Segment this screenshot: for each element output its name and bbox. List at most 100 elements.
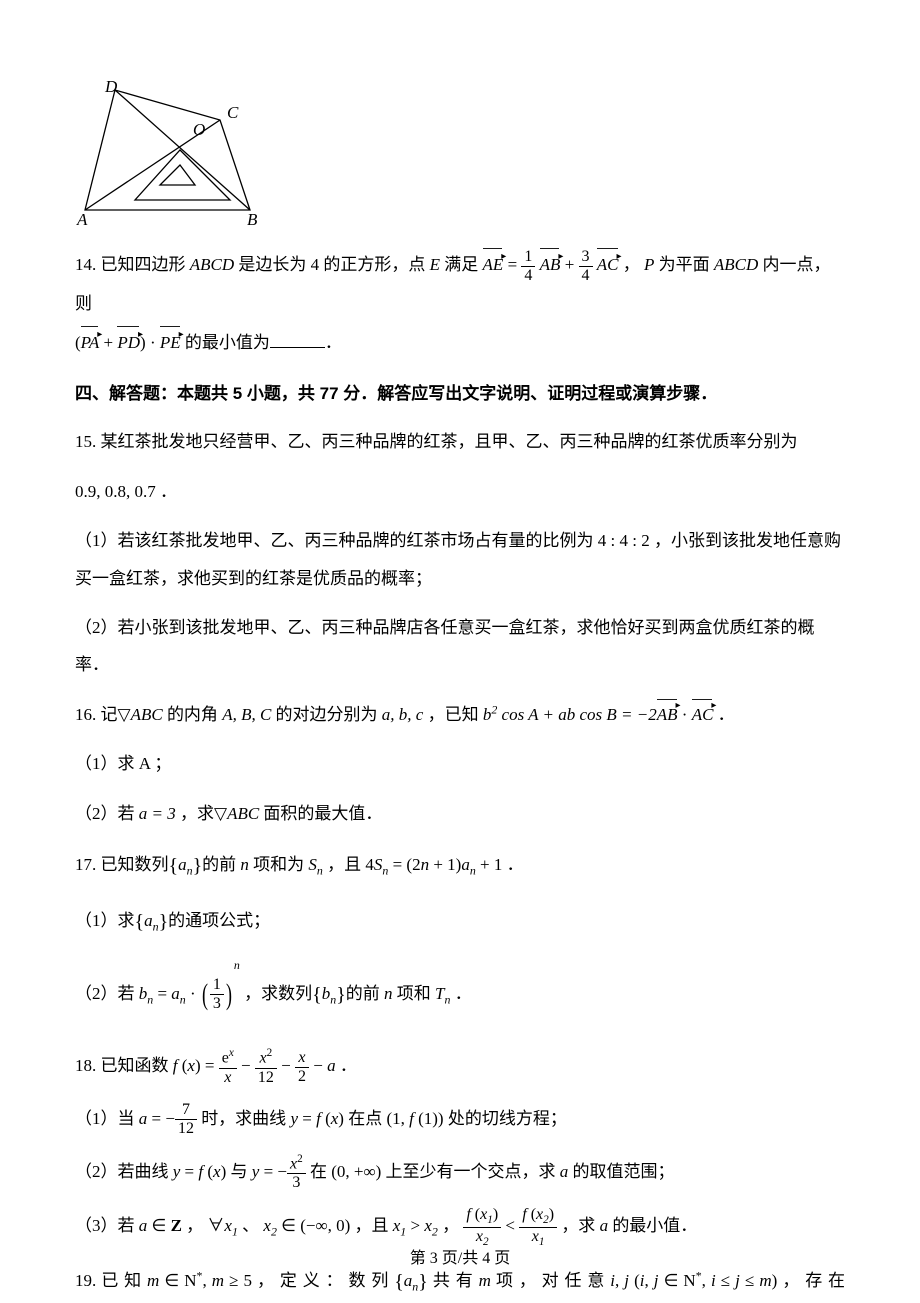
q16-a3: a = 3: [139, 804, 176, 823]
blank-answer: [270, 331, 325, 348]
question-16: 16. 记▽ABC 的内角 A, B, C 的对边分别为 a, b, c ，已知…: [75, 696, 845, 832]
q17-nv2: n: [384, 984, 393, 1003]
q17-S: S: [308, 855, 317, 874]
frac-3-4: 34: [579, 249, 593, 284]
frac-7-12: 712: [175, 1102, 197, 1137]
q18-int: (0, +∞): [331, 1162, 381, 1181]
section-4-header: 四、解答题：本题共 5 小题，共 77 分．解答应写出文字说明、证明过程或演算步…: [75, 380, 845, 407]
q17-nv: n: [240, 855, 249, 874]
q14-t3: 满足: [440, 255, 483, 274]
q16-t2: 的内角: [163, 705, 223, 724]
q14-t4: 为平面: [654, 255, 714, 274]
q14-abcd2: ABCD: [714, 255, 758, 274]
q14-period: ．: [325, 333, 342, 352]
frac-1-4: 14: [521, 249, 535, 284]
frac-x2-12: x212: [255, 1048, 277, 1085]
frac-1-3: 13: [210, 977, 224, 1012]
frac-fx1: f (x1)x2: [463, 1207, 501, 1249]
q14-t6: 的最小值为: [181, 333, 270, 352]
q17-eq3: + 1 ．: [476, 855, 524, 874]
q14-dot: ·: [146, 333, 160, 352]
q19-number: 19.: [75, 1270, 101, 1289]
q17-a4: a: [171, 984, 180, 1003]
q16-p2c: 面积的最大值．: [259, 804, 382, 823]
question-18: 18. 已知函数 f (x) = exx − x212 − x2 − a ． （…: [75, 1046, 845, 1249]
q19-t2: ， 定 义 ： 数 列: [252, 1270, 394, 1289]
q18-p3f: ，求: [557, 1216, 600, 1235]
q18-p2c: 在: [306, 1162, 332, 1181]
q17-b2: b: [322, 984, 331, 1003]
q16-abc2: ABC: [227, 804, 259, 823]
question-15: 15. 某红茶批发地只经营甲、乙、丙三种品牌的红茶，且甲、乙、丙三种品牌的红茶优…: [75, 423, 845, 683]
q16-t4: ，已知: [423, 705, 483, 724]
tri-1: ▽: [118, 705, 131, 724]
q16-eq: b2 cos A + ab cos B = −2: [483, 705, 657, 724]
q18-p1b: 时，求曲线: [197, 1109, 291, 1128]
frac-fx2: f (x2)x1: [519, 1207, 557, 1249]
q16-t3: 的对边分别为: [271, 705, 382, 724]
q17-a3: a: [144, 911, 153, 930]
label-C: C: [227, 103, 239, 122]
q18-p1a: （1）当: [75, 1109, 139, 1128]
vec-PA: PA▸: [81, 323, 100, 362]
vec-PD: PD▸: [117, 323, 140, 362]
vec-AC: AC▸: [597, 245, 619, 284]
q17-T: T: [435, 984, 444, 1003]
q16-abc: ABC: [131, 705, 163, 724]
q17-t3: 项和为: [249, 855, 309, 874]
q14-P: P: [644, 255, 654, 274]
frac-ex: exx: [219, 1048, 237, 1085]
question-17: 17. 已知数列{an}的前 n 项和为 Sn ，且 4Sn = (2n + 1…: [75, 844, 845, 1034]
q14-number: 14.: [75, 255, 101, 274]
q18-a2: a: [560, 1162, 569, 1181]
q19-t1: 已 知: [101, 1270, 147, 1289]
q19-t4: 项 ， 对 任 意: [491, 1270, 610, 1289]
q17-t1: 已知数列: [101, 855, 169, 874]
vec-AB: AB▸: [540, 245, 561, 284]
q18-t1: 已知函数: [101, 1056, 173, 1075]
vec-AE: AE▸: [483, 245, 504, 284]
q17-t4: ，且: [323, 855, 366, 874]
q15-t1: 某红茶批发地只经营甲、乙、丙三种品牌的红茶，且甲、乙、丙三种品牌的红茶优质率分别…: [101, 432, 798, 451]
q18-p3a: （3）若: [75, 1216, 139, 1235]
q16-sides: a, b, c: [382, 705, 424, 724]
page-footer: 第 3 页/共 4 页: [0, 1246, 920, 1272]
q17-exp: n: [234, 958, 240, 972]
q15-p1: （1）若该红茶批发地甲、乙、丙三种品牌的红茶市场占有量的比例为 4 : 4 : …: [75, 522, 845, 597]
frac-x2-3: x23: [287, 1154, 306, 1191]
tri-2: ▽: [214, 804, 227, 823]
q18-m2: −: [277, 1056, 295, 1075]
q16-angles: A, B, C: [222, 705, 271, 724]
q17-p2a: （2）若: [75, 984, 139, 1003]
question-14: 14. 已知四边形 ABCD 是边长为 4 的正方形，点 E 满足 AE▸ = …: [75, 245, 845, 362]
label-B: B: [247, 210, 258, 225]
q16-p1: （1）求 A ；: [75, 745, 845, 782]
q16-p2a: （2）若: [75, 804, 139, 823]
q15-vals: 0.9, 0.8, 0.7: [75, 482, 160, 501]
q16-number: 16.: [75, 705, 101, 724]
triangle-diagram: A B C D O: [75, 80, 275, 225]
q18-p3g: 的最小值．: [608, 1216, 697, 1235]
q18-a3: a: [600, 1216, 609, 1235]
q17-p2d: 项和: [393, 984, 436, 1003]
q14-comma: ，: [619, 255, 645, 274]
frac-x-2: x2: [295, 1050, 309, 1085]
q15-number: 15.: [75, 432, 101, 451]
q18-p3b: ， ∀: [182, 1216, 225, 1235]
q18-p2a: （2）若曲线: [75, 1162, 173, 1181]
q18-p2e: 的取值范围；: [568, 1162, 674, 1181]
q19-t3: 共 有: [428, 1270, 479, 1289]
q18-p1d: 处的切线方程；: [444, 1109, 567, 1128]
q18-p1c: 在点: [344, 1109, 387, 1128]
q17-t2: 的前: [202, 855, 240, 874]
q18-fx: f: [173, 1056, 182, 1075]
q17-p1: （1）求: [75, 911, 135, 930]
q17-p2e: ．: [450, 984, 471, 1003]
label-O: O: [193, 120, 205, 139]
q15-p2: （2）若小张到该批发地甲、乙、丙三种品牌店各任意买一盒红茶，求他恰好买到两盒优质…: [75, 609, 845, 684]
q18-p2b: 与: [226, 1162, 252, 1181]
q18-p3e: ，: [438, 1216, 464, 1235]
q18-number: 18.: [75, 1056, 101, 1075]
q18-p2d: 上至少有一个交点，求: [381, 1162, 560, 1181]
q17-p2b: ，求数列: [240, 984, 312, 1003]
